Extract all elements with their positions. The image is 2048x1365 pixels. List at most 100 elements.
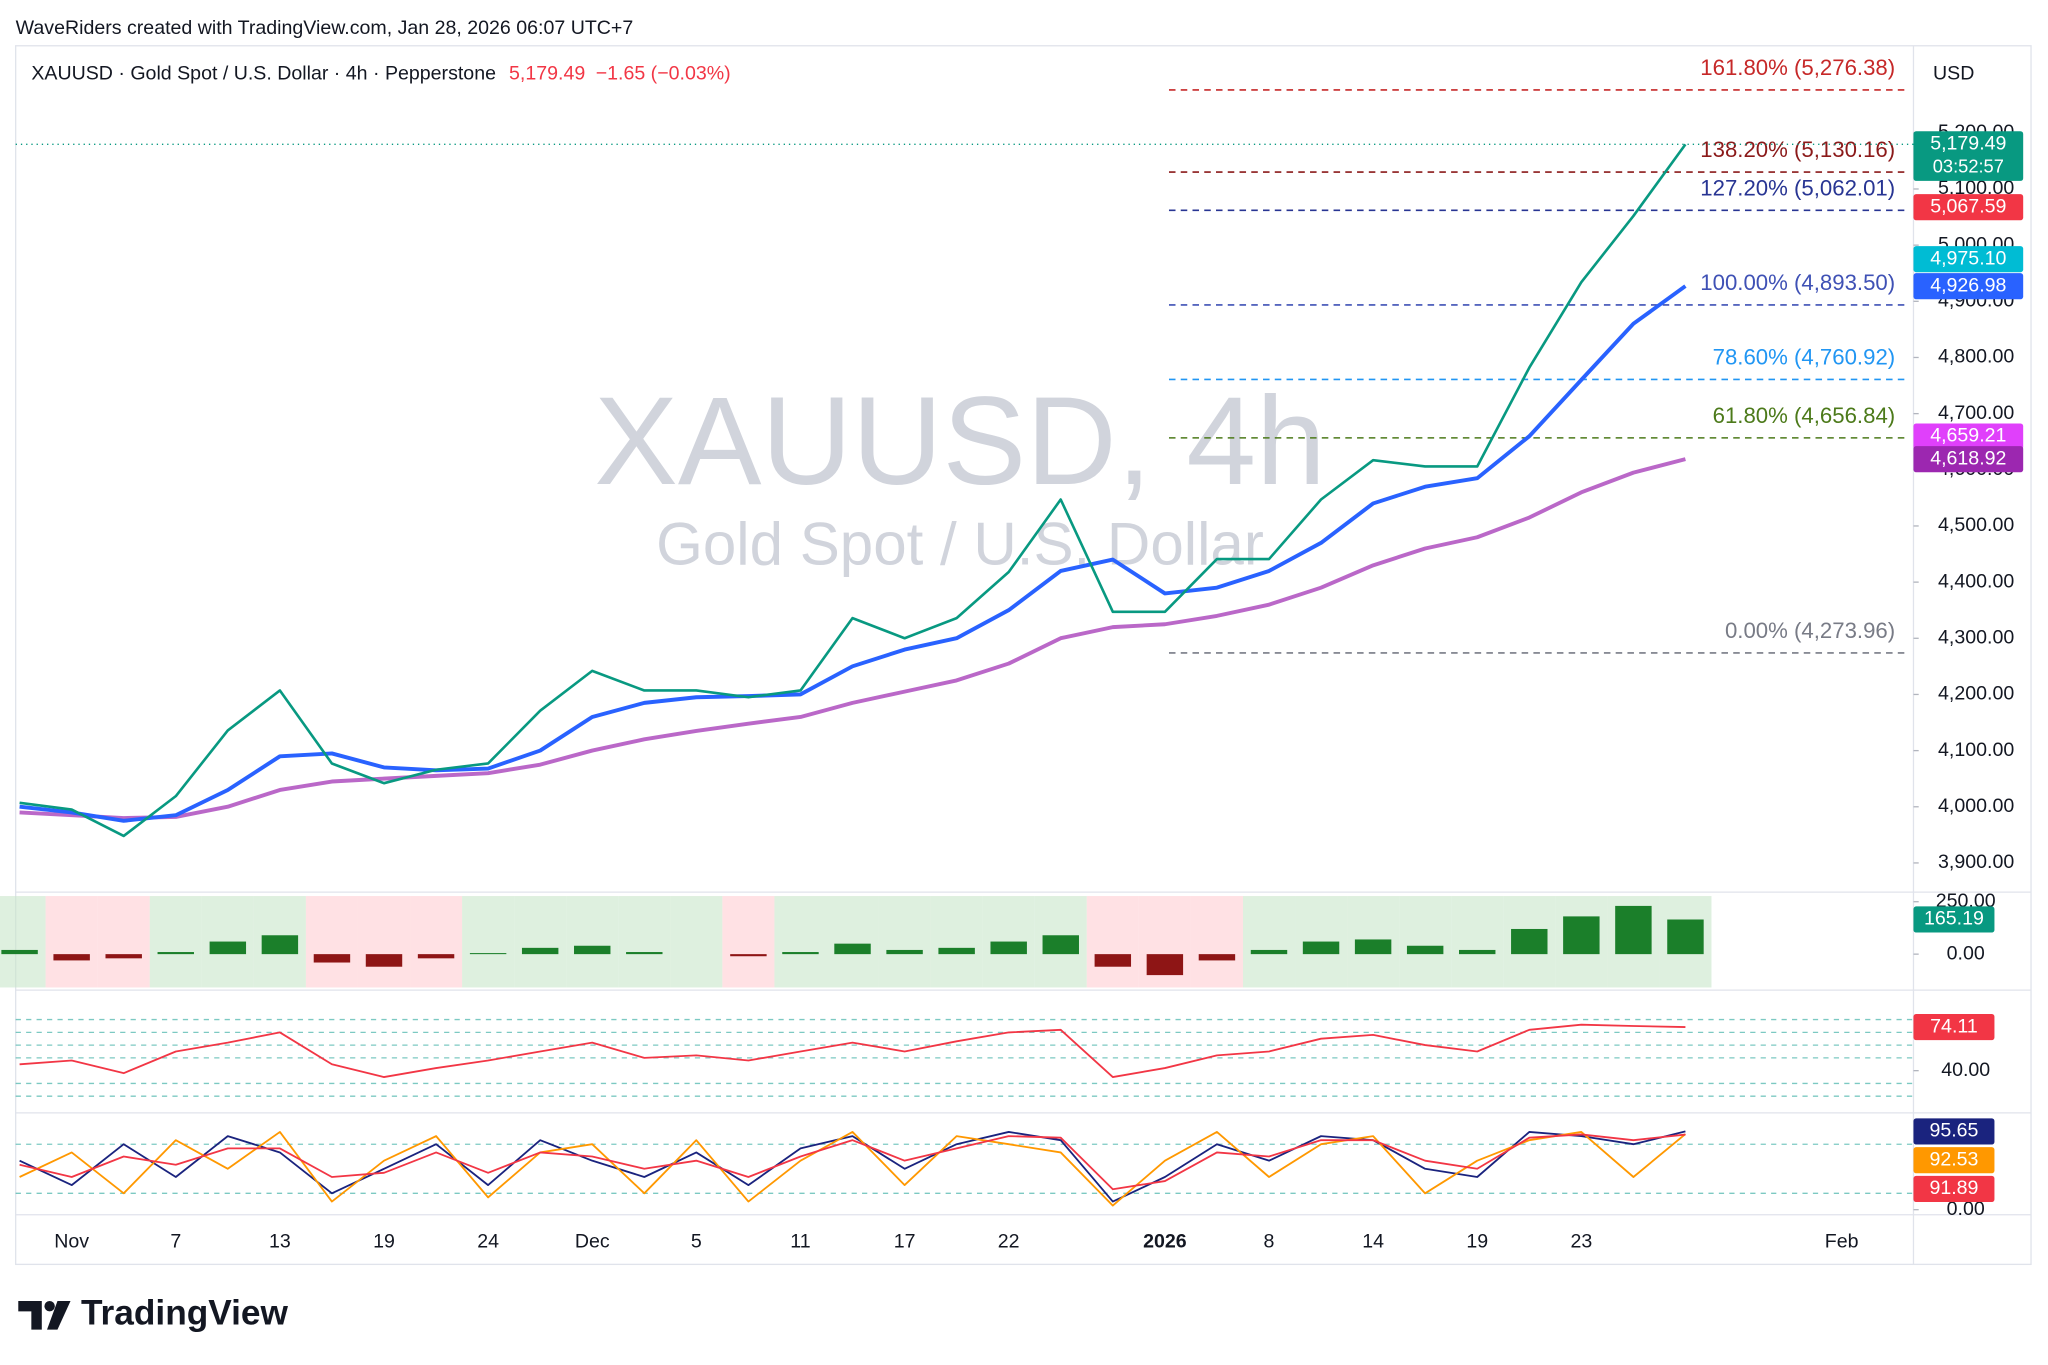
histogram-bar xyxy=(1250,949,1288,955)
logo-mark xyxy=(47,1300,71,1330)
histogram-bar xyxy=(469,953,507,955)
histogram-bar xyxy=(990,941,1027,955)
y-tick-label: 4,400.00 xyxy=(1938,570,2014,592)
value-badge-label: 95.65 xyxy=(1929,1120,1978,1142)
fib-label: 61.80% (4,656.84) xyxy=(1713,403,1896,428)
histogram-bar xyxy=(1042,935,1079,955)
histogram-bar xyxy=(730,954,767,957)
x-tick-label: 19 xyxy=(1466,1230,1488,1252)
watermark-symbol: XAUUSD, 4h xyxy=(594,370,1326,511)
zone-bg xyxy=(410,896,463,988)
zone-bg xyxy=(1086,896,1139,988)
x-tick-label: 7 xyxy=(170,1230,181,1252)
brand-logo xyxy=(18,1300,71,1330)
price-label: 4,618.92 xyxy=(1930,447,2006,469)
zone-bg xyxy=(722,896,775,988)
x-tick-label: 22 xyxy=(998,1230,1020,1252)
x-tick-label: 13 xyxy=(269,1230,291,1252)
price-label: 4,659.21 xyxy=(1930,425,2006,447)
price-line xyxy=(19,143,1687,838)
fib-label: 78.60% (4,760.92) xyxy=(1713,344,1896,369)
zone-bg xyxy=(1399,896,1452,988)
countdown: 03:52:57 xyxy=(1933,156,2004,177)
zone-bg xyxy=(878,896,931,988)
histogram-bar xyxy=(782,952,819,955)
price-label-badge xyxy=(1913,423,2024,450)
x-tick-label: Feb xyxy=(1825,1230,1859,1252)
moving-average xyxy=(19,284,1687,823)
value-badge xyxy=(1913,906,1995,933)
fib-label: 100.00% (4,893.50) xyxy=(1700,270,1895,295)
value-badge-label: 165.19 xyxy=(1924,908,1984,930)
histogram-bar xyxy=(417,954,455,959)
credit: WaveRiders created with TradingView.com,… xyxy=(16,17,634,39)
histogram-bar xyxy=(261,935,299,955)
x-tick-label: 23 xyxy=(1570,1230,1592,1252)
histogram-bar xyxy=(1511,928,1548,955)
y-tick-label: 4,500.00 xyxy=(1938,514,2014,536)
value-badge-label: 74.11 xyxy=(1930,1015,1978,1037)
value-badge xyxy=(1913,1147,1995,1174)
symbol-legend: XAUUSD · Gold Spot / U.S. Dollar · 4h · … xyxy=(31,63,496,85)
zone-bg xyxy=(774,896,827,988)
indicator-line xyxy=(19,1023,1686,1078)
zone-bg xyxy=(1190,896,1243,988)
x-tick-label: 19 xyxy=(373,1230,395,1252)
y-tick-label: 40.00 xyxy=(1941,1059,1990,1081)
price-label: 4,975.10 xyxy=(1930,247,2006,269)
histogram-bar xyxy=(313,954,351,963)
value-badge xyxy=(1913,1118,1995,1145)
logo-dot xyxy=(44,1300,55,1312)
price-label: 5,179.49 xyxy=(1930,133,2006,155)
histogram-bar xyxy=(209,941,247,955)
price-change: −1.65 (−0.03%) xyxy=(596,63,731,85)
histogram-bar xyxy=(1354,939,1392,955)
zone-bg xyxy=(357,896,411,988)
histogram-bar xyxy=(365,954,403,967)
histogram-bar xyxy=(1615,905,1652,955)
brand: TradingView xyxy=(81,1294,289,1333)
fib-label: 127.20% (5,062.01) xyxy=(1700,175,1895,200)
x-tick-label: 8 xyxy=(1264,1230,1275,1252)
x-tick-label: 17 xyxy=(894,1230,916,1252)
plot: 3,900.00 4,000.00 4,100.00 4,200.00 4,300.00… xyxy=(0,45,2032,1265)
y-tick-label: 4,300.00 xyxy=(1938,626,2014,648)
zone-bg xyxy=(930,896,983,988)
histogram-bar xyxy=(1302,941,1340,955)
value-badge xyxy=(1913,1175,1995,1202)
currency: USD xyxy=(1933,63,1974,85)
y-tick-label: 0.00 xyxy=(1947,942,1985,964)
histogram-bar xyxy=(1146,954,1184,976)
histogram-bar xyxy=(626,952,663,955)
price-label-badge xyxy=(1913,273,2024,300)
x-tick-label: 14 xyxy=(1362,1230,1384,1252)
histogram-bar xyxy=(53,954,90,961)
x-tick-label: 11 xyxy=(790,1230,810,1252)
histogram-bar xyxy=(157,952,194,955)
histogram-bar xyxy=(834,943,871,955)
y-tick-label: 4,100.00 xyxy=(1938,739,2014,761)
y-tick-label: 3,900.00 xyxy=(1938,851,2014,873)
histogram-bar xyxy=(1667,919,1704,955)
zone-bg xyxy=(1242,896,1296,988)
y-tick-label: 0.00 xyxy=(1947,1198,1985,1220)
histogram-bar xyxy=(521,947,559,955)
histogram-bar xyxy=(1563,916,1600,955)
fib-label: 138.20% (5,130.16) xyxy=(1700,137,1895,162)
y-tick-label: 4,700.00 xyxy=(1938,402,2014,424)
zone-bg xyxy=(826,896,879,988)
zone-bg xyxy=(97,896,150,988)
y-tick-label: 4,200.00 xyxy=(1938,683,2014,705)
histogram-bar xyxy=(1459,949,1496,955)
histogram-bar xyxy=(574,945,611,955)
zone-bg xyxy=(566,896,619,988)
price-label: 4,926.98 xyxy=(1930,274,2006,296)
y-tick-label: 4,000.00 xyxy=(1938,795,2014,817)
x-tick-label: 24 xyxy=(477,1230,499,1252)
fib-label: 161.80% (5,276.38) xyxy=(1700,55,1895,80)
value-badge-label: 92.53 xyxy=(1929,1148,1978,1170)
zone-bg xyxy=(670,896,723,988)
price-label: 5,067.59 xyxy=(1930,195,2006,217)
